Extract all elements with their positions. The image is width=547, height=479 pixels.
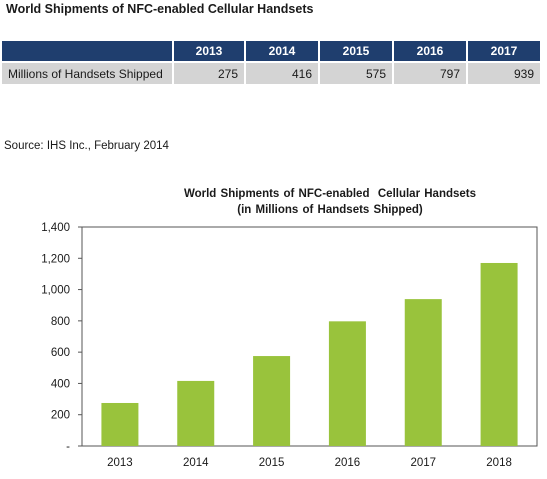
bar-2016 [328,321,366,446]
table-row: Millions of Handsets Shipped 275 416 575… [2,61,540,84]
table-row-label: Millions of Handsets Shipped [2,61,174,84]
shipments-table: 2013 2014 2015 2016 2017 Millions of Han… [2,41,540,84]
table-header-2017: 2017 [467,41,540,62]
y-tick-label: - [66,441,70,453]
table-header-2016: 2016 [393,41,468,62]
y-tick-label: 1,200 [41,253,70,265]
x-tick-label: 2018 [486,457,512,469]
chart-title-block: World Shipments of NFC-enabled Cellular … [150,186,510,218]
table-cell-2017: 939 [467,61,540,84]
chart-subtitle: (in Millions of Handsets Shipped) [237,204,423,216]
source-note: Source: IHS Inc., February 2014 [4,140,169,152]
bar-2014 [177,380,215,446]
table-header-2013: 2013 [173,41,246,62]
y-tick-label: 1,000 [41,285,70,297]
page-title: World Shipments of NFC-enabled Cellular … [6,2,314,16]
bar-2013 [101,402,139,446]
table-header-empty [2,41,174,62]
table-header-2014: 2014 [245,41,320,62]
table-header-2015: 2015 [319,41,394,62]
plot-area [81,226,538,447]
bar-2015 [253,356,291,446]
y-tick-label: 1,400 [41,222,70,234]
table-cell-2013: 275 [173,61,246,84]
y-tick-label: 800 [51,316,70,328]
table-cell-2014: 416 [245,61,320,84]
bar-2018 [480,262,518,446]
x-tick-label: 2013 [107,457,133,469]
y-tick-label: 400 [51,378,70,390]
y-tick-label: 600 [51,347,70,359]
table-cell-2015: 575 [319,61,394,84]
x-tick-label: 2017 [410,457,436,469]
x-tick-label: 2015 [259,457,285,469]
table-cell-2016: 797 [393,61,468,84]
y-tick-label: 200 [51,410,70,422]
bar-2017 [404,299,442,446]
table-header-row: 2013 2014 2015 2016 2017 [2,41,540,62]
chart-title: World Shipments of NFC-enabled Cellular … [183,188,477,200]
x-tick-label: 2014 [183,457,209,469]
x-tick-label: 2016 [335,457,361,469]
